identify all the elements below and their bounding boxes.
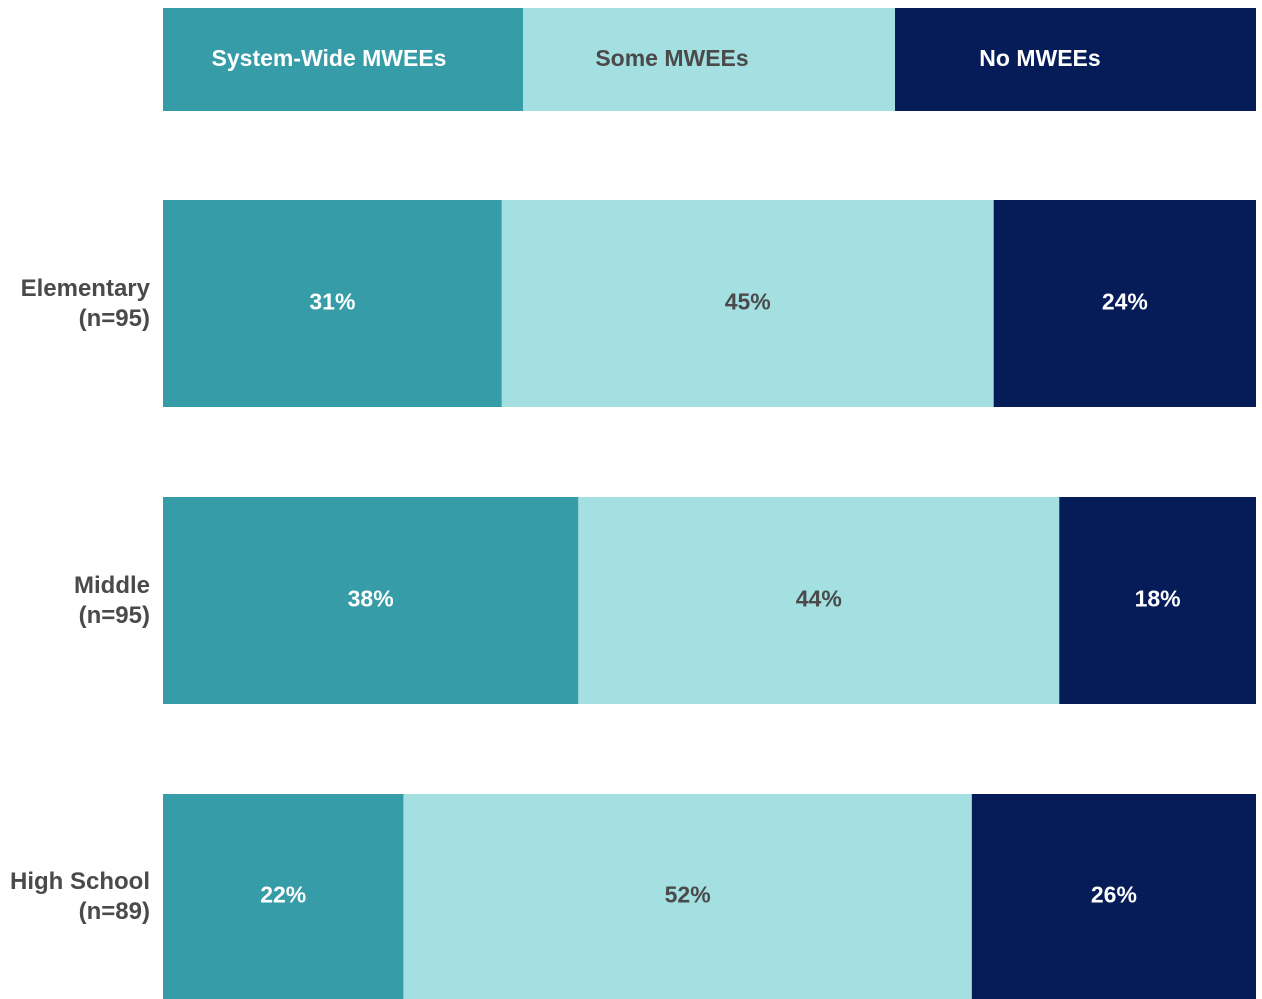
legend-label: Some MWEEs <box>595 45 748 71</box>
legend-swatch <box>523 8 895 111</box>
value-label: 31% <box>309 289 355 315</box>
value-label: 18% <box>1135 586 1181 612</box>
value-label: 45% <box>725 289 771 315</box>
bar-segment <box>1059 497 1256 704</box>
value-label: 22% <box>260 882 306 908</box>
category-label: Middle (n=95) <box>74 571 150 629</box>
value-label: 26% <box>1091 882 1137 908</box>
legend-label: System-Wide MWEEs <box>212 45 447 71</box>
bar-segment <box>993 200 1256 407</box>
bar-segment <box>163 794 404 999</box>
value-label: 52% <box>665 882 711 908</box>
value-label: 24% <box>1102 289 1148 315</box>
bar-segment <box>578 497 1060 704</box>
legend-swatch <box>895 8 1256 111</box>
value-label: 38% <box>348 586 394 612</box>
bar-segment <box>971 794 1256 999</box>
value-label: 44% <box>796 586 842 612</box>
bar-segment <box>163 200 502 407</box>
bar-segment <box>501 200 994 407</box>
category-label: High School (n=89) <box>10 867 150 925</box>
legend-swatch <box>163 8 523 111</box>
legend-label: No MWEEs <box>979 45 1100 71</box>
bar-segment <box>163 497 579 704</box>
category-label: Elementary (n=95) <box>20 274 150 332</box>
bar-segment <box>403 794 972 999</box>
